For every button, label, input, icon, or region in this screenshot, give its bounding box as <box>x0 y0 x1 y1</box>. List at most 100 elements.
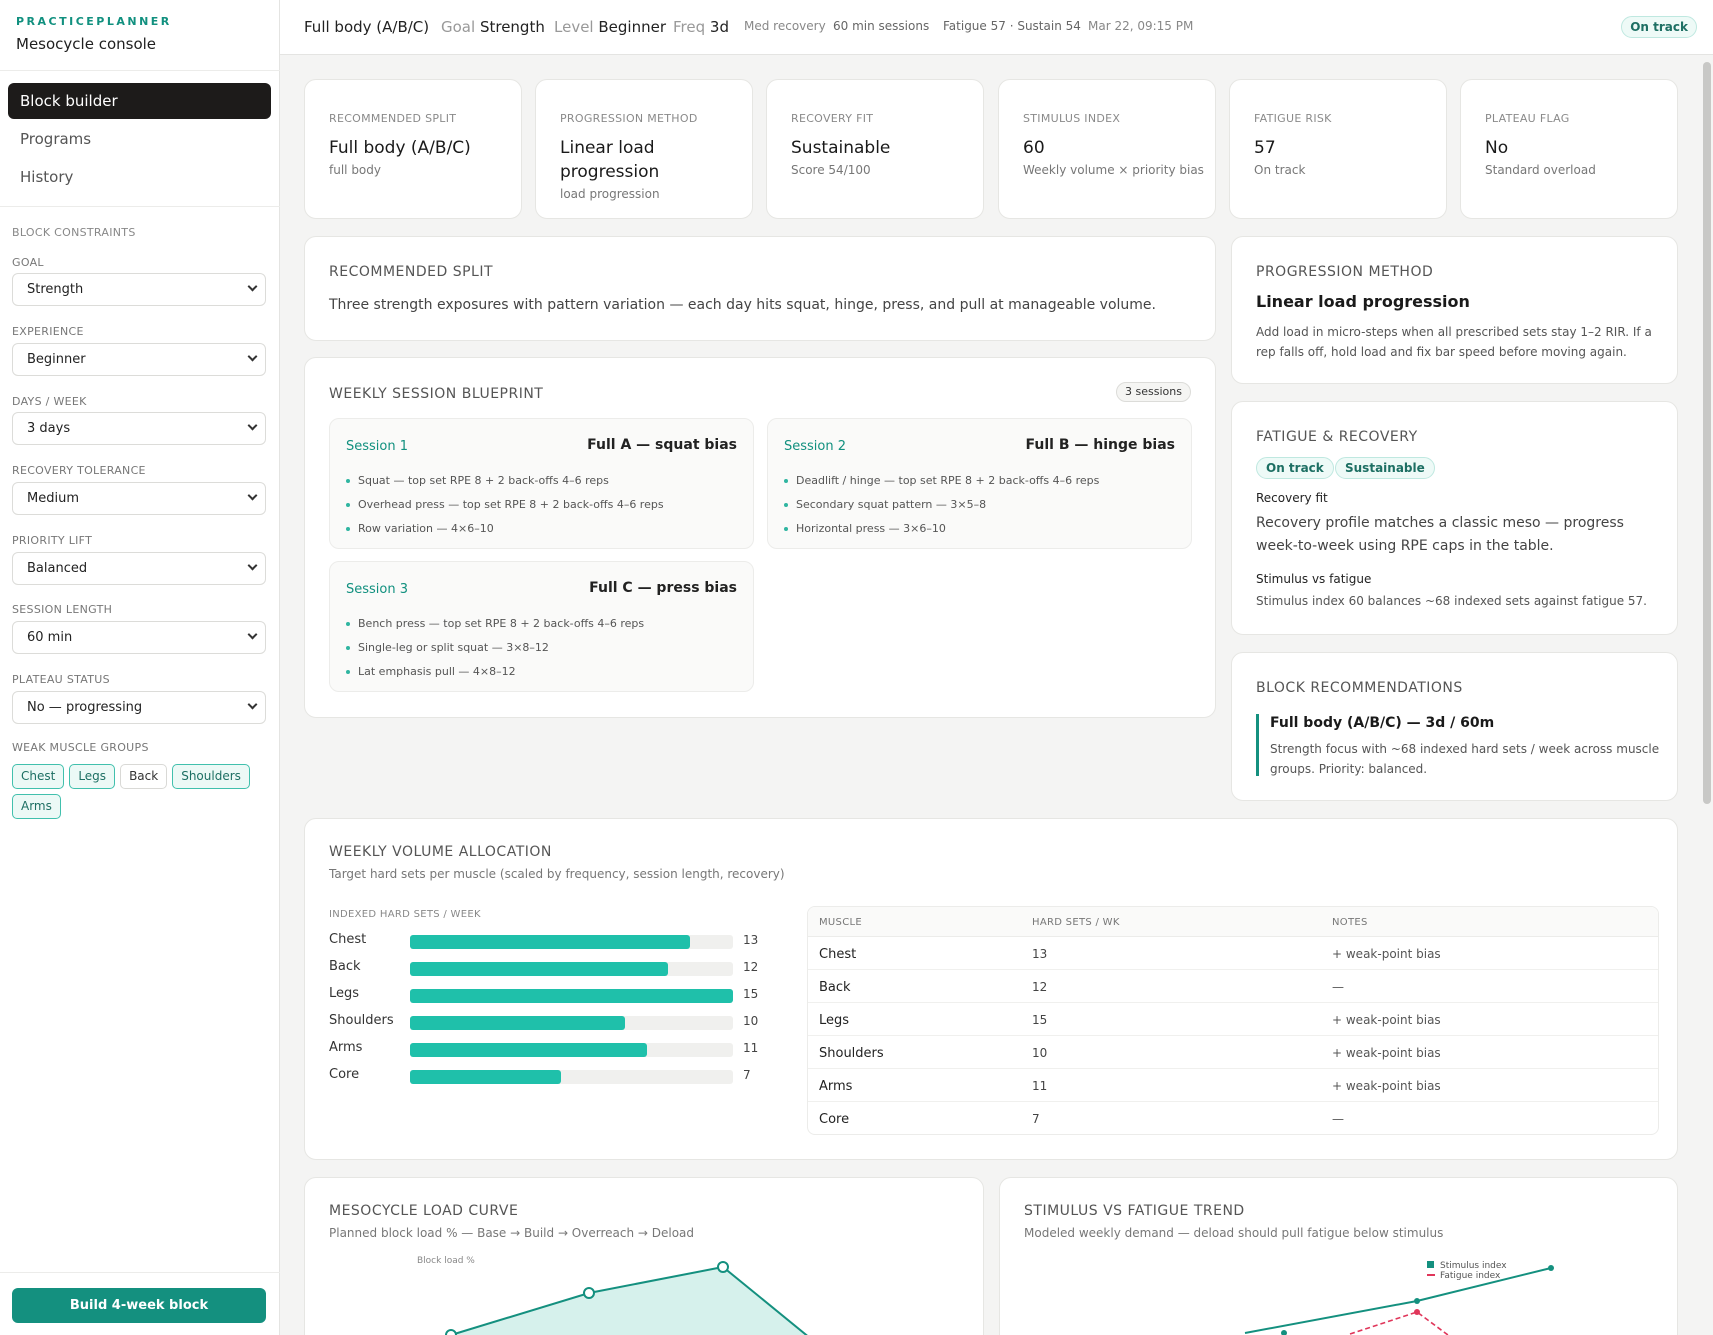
chevron-down-icon <box>247 281 258 292</box>
card-title: BLOCK RECOMMENDATIONS <box>1256 680 1463 696</box>
bar-label: Chest <box>329 932 367 947</box>
split-text: Three strength exposures with pattern va… <box>329 297 1156 313</box>
priority-label: PRIORITY LIFT <box>12 534 93 547</box>
bar-fill <box>410 962 669 976</box>
chevron-down-icon <box>247 351 258 362</box>
kpi-label: PROGRESSION METHOD <box>560 112 698 125</box>
goal-select[interactable]: Strength <box>12 273 266 306</box>
volume-table: MUSCLE HARD SETS / WK NOTES Chest 13 + wea… <box>807 906 1659 1135</box>
bar-track <box>410 1070 733 1084</box>
stimulus-point <box>1548 1265 1554 1271</box>
fit-label: Recovery fit <box>1256 491 1328 505</box>
list-item: Bench press — top set RPE 8 + 2 back-off… <box>346 612 644 636</box>
volume-card: WEEKLY VOLUME ALLOCATION Target hard set… <box>304 818 1678 1160</box>
kpi-value: Linear load progression <box>560 138 660 182</box>
kpi-sub: Score 54/100 <box>791 163 871 177</box>
cell-muscle: Shoulders <box>819 1046 884 1061</box>
exercise-list: Deadlift / hinge — top set RPE 8 + 2 bac… <box>784 469 1099 541</box>
chip-legs[interactable]: Legs <box>69 764 116 789</box>
card-title: FATIGUE & RECOVERY <box>1256 429 1418 445</box>
bar-value: 15 <box>743 987 759 1001</box>
plateau-select[interactable]: No — progressing <box>12 691 266 724</box>
kpi-recovery-fit: RECOVERY FIT Sustainable Score 54/100 <box>766 79 984 219</box>
table-header: MUSCLE HARD SETS / WK NOTES <box>808 907 1658 937</box>
bar-track <box>410 1043 733 1057</box>
top-bar: Full body (A/B/C) Goal Strength Level Be… <box>280 0 1713 55</box>
card-subtitle: Planned block load % — Base → Build → Ov… <box>329 1226 695 1240</box>
bar-label: Arms <box>329 1040 363 1055</box>
kpi-value: Sustainable <box>791 138 891 158</box>
chip-back[interactable]: Back <box>120 764 168 789</box>
load-point <box>445 1329 457 1335</box>
header-timestamp: Mar 22, 09:15 PM <box>1088 19 1194 33</box>
card-title: RECOMMENDED SPLIT <box>329 264 494 280</box>
chevron-down-icon <box>247 420 258 431</box>
kpi-label: RECOVERY FIT <box>791 112 874 125</box>
load-area <box>451 1267 807 1335</box>
session-title: Full B — hinge bias <box>1025 437 1175 453</box>
chip-shoulders[interactable]: Shoulders <box>172 764 250 789</box>
experience-select[interactable]: Beginner <box>12 343 266 376</box>
kpi-label: FATIGUE RISK <box>1254 112 1332 125</box>
goal-key: Goal <box>441 18 476 36</box>
card-title: WEEKLY SESSION BLUEPRINT <box>329 386 544 402</box>
kpi-value: 57 <box>1254 138 1276 158</box>
session-title: Full C — press bias <box>589 580 737 596</box>
goal-value: Strength <box>27 282 84 297</box>
cell-sets: 13 <box>1032 947 1048 961</box>
priority-select[interactable]: Balanced <box>12 552 266 585</box>
table-row: Legs 15 + weak-point bias <box>808 1003 1658 1036</box>
progression-headline: Linear load progression <box>1256 292 1470 311</box>
bars-label: INDEXED HARD SETS / WEEK <box>329 909 481 920</box>
table-row: Shoulders 10 + weak-point bias <box>808 1036 1658 1069</box>
fatigue-card: FATIGUE & RECOVERY On track Sustainable … <box>1231 401 1678 635</box>
legend-swatch-stimulus <box>1427 1261 1434 1268</box>
svf-label: Stimulus vs fatigue <box>1256 572 1372 586</box>
list-item: Row variation — 4×6–10 <box>346 517 664 541</box>
card-title: MESOCYCLE LOAD CURVE <box>329 1203 519 1219</box>
list-item: Lat emphasis pull — 4×8–12 <box>346 660 644 684</box>
table-row: Arms 11 + weak-point bias <box>808 1069 1658 1102</box>
progression-text: Add load in micro-steps when all prescri… <box>1256 325 1652 359</box>
svf-text: Stimulus index 60 balances ~68 indexed s… <box>1256 594 1647 608</box>
weak-groups-label: WEAK MUSCLE GROUPS <box>12 741 149 754</box>
nav-block-builder[interactable]: Block builder <box>8 83 271 119</box>
cell-sets: 15 <box>1032 1013 1048 1027</box>
table-row: Core 7 — <box>808 1102 1658 1134</box>
build-block-button[interactable]: Build 4-week block <box>12 1288 266 1323</box>
cell-note: + weak-point bias <box>1332 1013 1441 1027</box>
bar-label: Core <box>329 1067 360 1082</box>
chip-arms[interactable]: Arms <box>12 794 61 819</box>
nav-programs[interactable]: Programs <box>20 130 92 148</box>
stimulus-line <box>1244 1267 1552 1334</box>
bar-track <box>410 989 733 1003</box>
load-point <box>717 1261 729 1273</box>
sidebar-divider <box>0 206 280 207</box>
weak-groups: Chest Legs Back Shoulders Arms <box>12 764 272 824</box>
constraints-title: BLOCK CONSTRAINTS <box>12 226 136 239</box>
volume-bar-row: Core 7 <box>329 1065 759 1085</box>
session-length-select[interactable]: 60 min <box>12 621 266 654</box>
list-item: Secondary squat pattern — 3×5–8 <box>784 493 1099 517</box>
recovery-select[interactable]: Medium <box>12 482 266 515</box>
header-freq: Freq 3d <box>673 18 729 36</box>
nav-history[interactable]: History <box>20 168 74 186</box>
chevron-down-icon <box>247 490 258 501</box>
scrollbar-thumb[interactable] <box>1703 62 1711 804</box>
recommendation-headline: Full body (A/B/C) — 3d / 60m <box>1270 715 1495 731</box>
kpi-sub: full body <box>329 163 381 177</box>
session-name: Session 1 <box>346 439 409 454</box>
volume-bar-row: Legs 15 <box>329 984 759 1004</box>
experience-label: EXPERIENCE <box>12 325 84 338</box>
session-name: Session 2 <box>784 439 847 454</box>
table-body: Chest 13 + weak-point bias Back 12 — Legs 15 + w… <box>808 937 1658 1134</box>
days-value: 3 days <box>27 421 71 436</box>
days-select[interactable]: 3 days <box>12 412 266 445</box>
kpi-sub: Weekly volume × priority bias <box>1023 163 1204 177</box>
volume-bar-row: Chest 13 <box>329 930 759 950</box>
header-sessions: 60 min sessions <box>833 19 930 33</box>
session-card: Session 1 Full A — squat bias Squat — to… <box>329 418 754 549</box>
chip-chest[interactable]: Chest <box>12 764 65 789</box>
sidebar-divider <box>0 70 280 71</box>
bar-fill <box>410 989 733 1003</box>
